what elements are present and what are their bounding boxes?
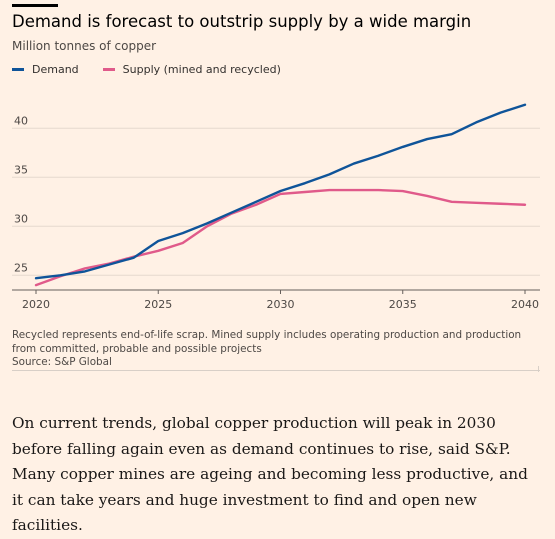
legend-swatch-supply	[102, 68, 115, 71]
divider-end-tick	[538, 366, 539, 372]
y-tick-label: 35	[14, 163, 28, 176]
legend-item-demand: Demand	[12, 63, 79, 76]
y-tick-label: 40	[14, 114, 28, 127]
x-tick-label: 2030	[267, 298, 295, 311]
top-accent-bar	[12, 4, 58, 7]
chart-subtitle: Million tonnes of copper	[12, 39, 157, 53]
chart-footnote: Recycled represents end-of-life scrap. M…	[12, 329, 522, 355]
divider-line	[12, 370, 540, 371]
legend-swatch-demand	[12, 68, 24, 71]
x-tick-label: 2040	[511, 298, 539, 311]
legend-label-supply: Supply (mined and recycled)	[122, 63, 281, 76]
line-chart: 25 30 35 40 2020 2025 2030 2035 2040	[12, 103, 540, 311]
x-tick-label: 2025	[144, 298, 172, 311]
article-paragraph: On current trends, global copper product…	[12, 414, 528, 535]
x-tick-label: 2020	[22, 298, 50, 311]
chart-title: Demand is forecast to outstrip supply by…	[12, 12, 472, 31]
legend-item-supply: Supply (mined and recycled)	[102, 63, 281, 76]
supply-series-line	[34, 188, 527, 287]
y-tick-label: 30	[14, 212, 28, 225]
x-tick-label: 2035	[389, 298, 417, 311]
chart-source: Source: S&P Global	[12, 356, 112, 368]
demand-series-line	[34, 103, 527, 280]
chart-legend: Demand Supply (mined and recycled)	[12, 63, 305, 76]
y-tick-label: 25	[14, 261, 28, 274]
legend-label-demand: Demand	[32, 63, 79, 76]
